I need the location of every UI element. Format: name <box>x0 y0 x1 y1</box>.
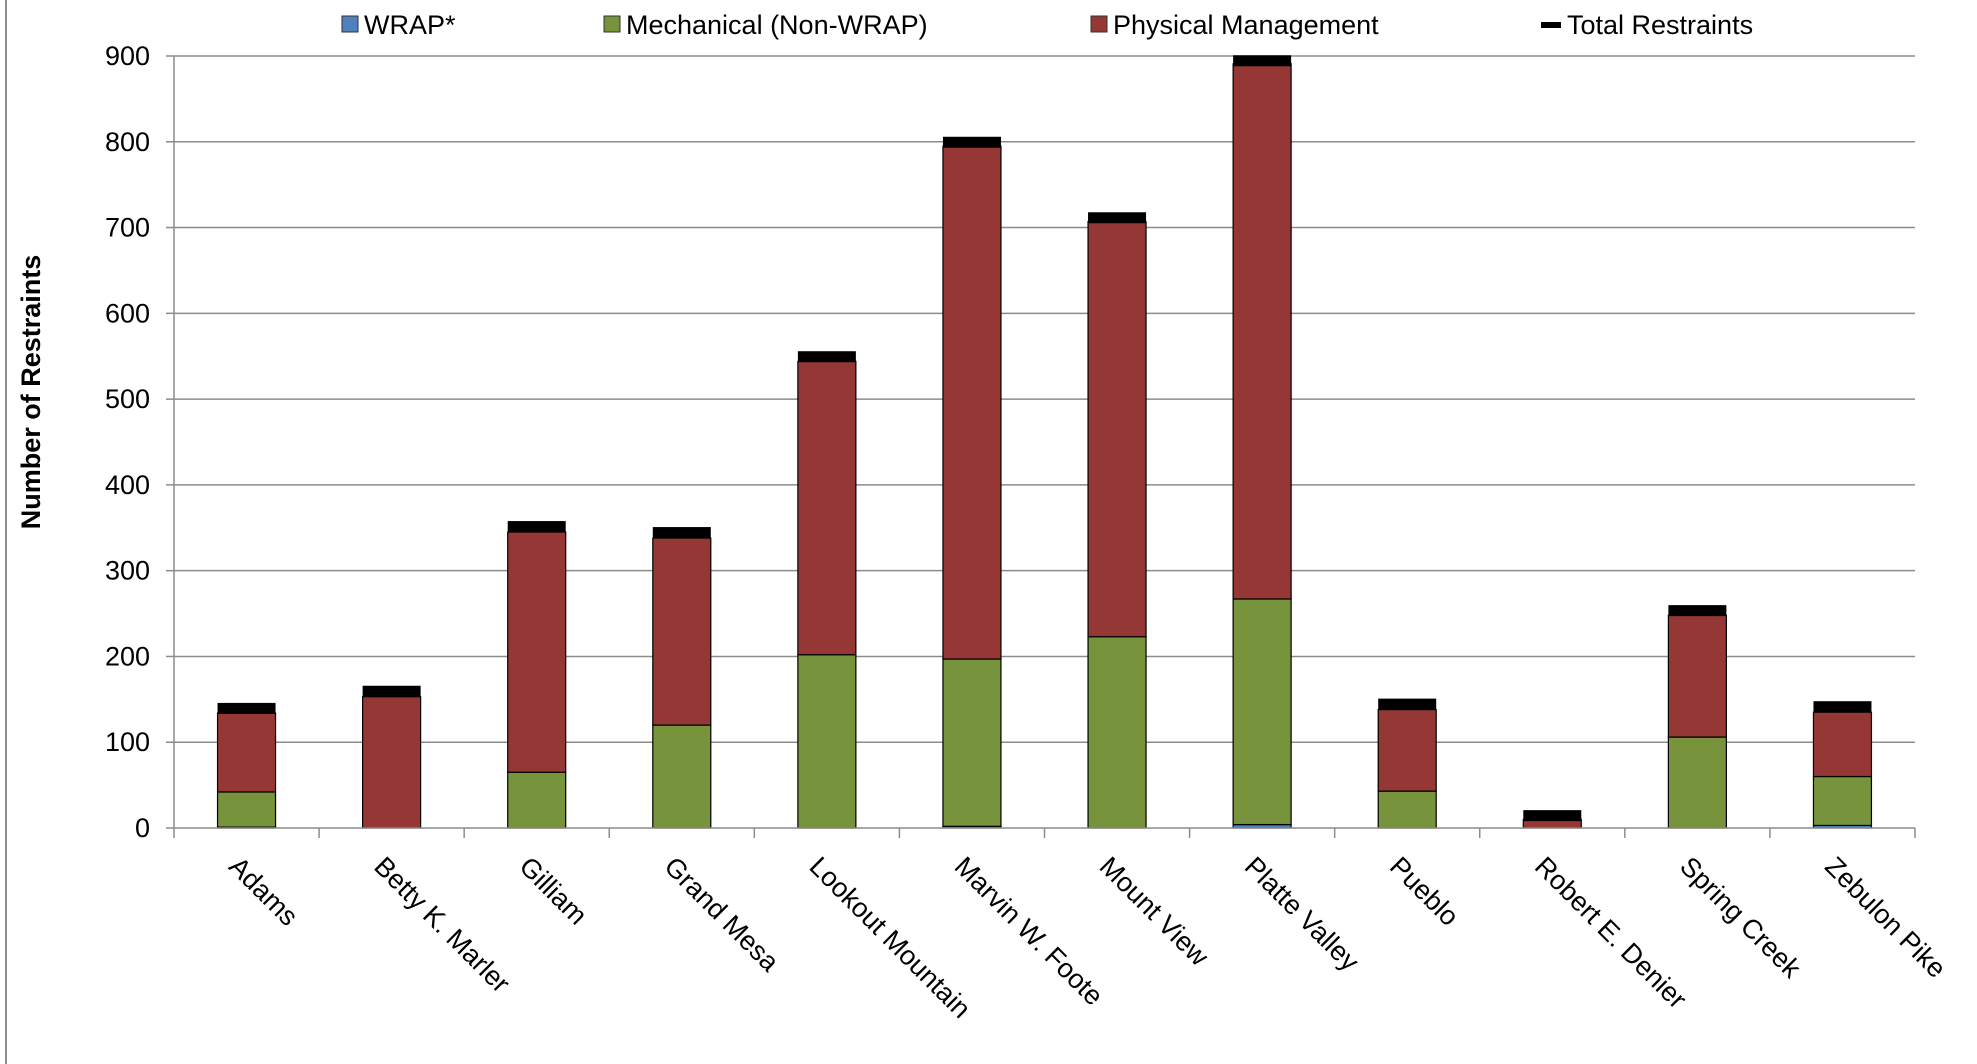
y-tick-label: 700 <box>105 213 150 243</box>
bar-segment <box>1377 790 1437 829</box>
category-label: Mount View <box>1094 851 1215 972</box>
legend-label: Physical Management <box>1113 10 1379 40</box>
total-marker <box>1088 212 1147 224</box>
y-tick-label: 0 <box>135 813 150 843</box>
category-label: Marvin W. Foote <box>949 851 1109 1011</box>
bar-segment <box>1232 598 1292 826</box>
legend-label: Mechanical (Non-WRAP) <box>626 10 928 40</box>
bar-segment <box>1667 736 1727 829</box>
y-tick-label: 300 <box>105 556 150 586</box>
y-tick-label: 600 <box>105 298 150 328</box>
bars <box>216 63 1873 829</box>
bar-segment <box>1232 63 1292 600</box>
bar-segment <box>1667 614 1727 738</box>
total-marker <box>1668 605 1727 617</box>
axes <box>166 55 1916 838</box>
y-tick-labels: 0 100 200 300 400 500 600 700 800 900 <box>105 41 150 843</box>
bar-segment <box>216 712 277 793</box>
total-marker <box>652 527 711 539</box>
bar-segment <box>1812 711 1873 778</box>
category-label: Gilliam <box>513 851 593 931</box>
bar-segment <box>1812 775 1873 827</box>
bar-segment <box>1087 636 1147 829</box>
y-tick-label: 400 <box>105 470 150 500</box>
chart-frame-left-edge <box>5 0 7 1064</box>
bar-segment <box>1377 709 1437 792</box>
y-axis-title: Number of Restraints <box>16 255 46 530</box>
y-tick-label: 200 <box>105 641 150 671</box>
bar-segment <box>216 791 277 828</box>
bar-segment <box>362 696 422 829</box>
legend-swatch <box>341 15 359 33</box>
y-tick-label: 900 <box>105 41 150 71</box>
total-marker <box>507 521 566 533</box>
bar-segment <box>652 537 712 726</box>
category-label: Betty K. Marler <box>368 851 515 998</box>
legend-label: Total Restraints <box>1567 10 1753 40</box>
category-label: Robert E. Denier <box>1529 851 1692 1014</box>
total-marker <box>362 685 421 697</box>
gridlines <box>174 55 1915 743</box>
bar-segment <box>652 724 712 829</box>
category-label: Lookout Mountain <box>804 851 977 1024</box>
legend-swatch <box>603 15 621 33</box>
bar-segment <box>942 145 1002 660</box>
total-markers <box>217 55 1872 822</box>
y-tick-label: 500 <box>105 384 150 414</box>
category-label: Adams <box>223 851 304 932</box>
total-marker <box>1233 55 1292 67</box>
bar-segment <box>1087 220 1147 638</box>
legend: WRAP* Mechanical (Non-WRAP) Physical Manag… <box>341 10 1753 40</box>
legend-label: WRAP* <box>364 10 456 40</box>
category-label: Spring Creek <box>1674 851 1807 984</box>
total-marker <box>217 702 276 714</box>
bar-segment <box>942 658 1002 827</box>
category-label: Platte Valley <box>1239 851 1365 977</box>
bar-segment <box>797 360 857 656</box>
y-tick-label: 800 <box>105 127 150 157</box>
legend-swatch <box>1541 22 1561 28</box>
bar-segment <box>507 531 567 773</box>
bar-segment <box>797 654 857 829</box>
category-label: Grand Mesa <box>659 851 786 978</box>
bar-segment <box>507 771 567 829</box>
total-marker <box>1813 701 1872 713</box>
total-marker <box>942 136 1001 148</box>
y-tick-label: 100 <box>105 727 150 757</box>
total-marker <box>1523 810 1582 822</box>
total-marker <box>797 351 856 363</box>
legend-swatch <box>1090 15 1108 33</box>
category-label: Zebulon Pike <box>1819 851 1952 984</box>
category-label: Pueblo <box>1384 851 1465 932</box>
total-marker <box>1378 698 1437 710</box>
